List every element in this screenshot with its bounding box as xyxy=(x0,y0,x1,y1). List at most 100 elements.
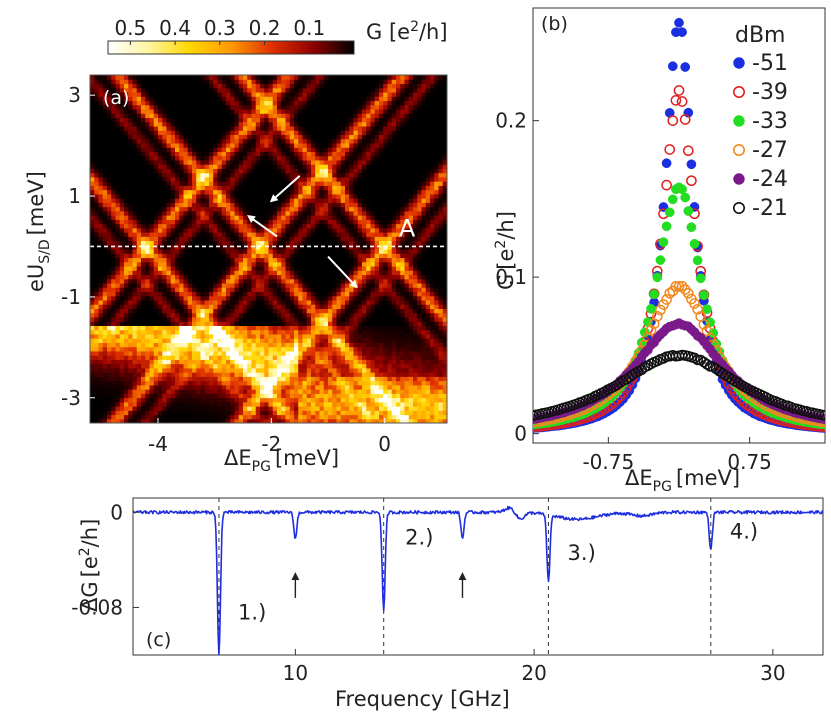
heatmap-cell xyxy=(340,172,346,178)
heatmap-cell xyxy=(294,125,299,131)
heatmap-cell xyxy=(230,299,236,305)
heatmap-cell xyxy=(230,401,236,407)
heatmap-cell xyxy=(302,100,308,106)
heatmap-cell xyxy=(268,287,274,293)
heatmap-cell xyxy=(119,176,125,182)
heatmap-cell xyxy=(302,380,308,386)
heatmap-cell xyxy=(281,147,287,152)
heatmap-cell xyxy=(319,189,325,195)
heatmap-cell xyxy=(311,359,316,365)
heatmap-cell xyxy=(323,321,329,326)
heatmap-cell xyxy=(285,282,291,288)
heatmap-cell xyxy=(311,215,316,220)
heatmap-cell xyxy=(187,206,193,212)
heatmap-cell xyxy=(277,134,282,140)
heatmap-cell xyxy=(289,316,295,322)
heatmap-cell xyxy=(209,257,214,263)
heatmap-cell xyxy=(192,418,197,423)
heatmap-cell xyxy=(196,384,202,390)
heatmap-cell xyxy=(145,206,151,212)
heatmap-cell xyxy=(158,397,163,403)
heatmap-cell xyxy=(302,270,308,276)
heatmap-cell xyxy=(132,108,138,114)
heatmap-cell xyxy=(285,130,291,136)
heatmap-cell xyxy=(306,159,312,165)
heatmap-cell xyxy=(94,164,100,169)
heatmap-cell xyxy=(102,257,108,263)
heatmap-cell xyxy=(332,316,338,322)
heatmap-cell xyxy=(226,104,231,110)
heatmap-cell xyxy=(302,384,308,390)
heatmap-cell xyxy=(192,244,197,250)
heatmap-cell xyxy=(230,202,236,208)
heatmap-cell xyxy=(213,291,219,297)
heatmap-cell xyxy=(90,155,95,161)
heatmap-cell xyxy=(204,83,210,89)
heatmap-cell xyxy=(336,176,342,182)
heatmap-cell xyxy=(149,125,155,131)
heatmap-cell xyxy=(328,291,333,297)
heatmap-cell xyxy=(260,87,265,93)
heatmap-cell xyxy=(251,316,257,322)
heatmap-cell xyxy=(336,380,342,386)
heatmap-cell xyxy=(255,96,261,102)
heatmap-cell xyxy=(204,333,210,339)
heatmap-cell xyxy=(192,338,197,343)
heatmap-cell xyxy=(315,253,321,259)
heatmap-cell xyxy=(94,100,100,106)
heatmap-cell xyxy=(340,325,346,331)
heatmap-cell xyxy=(196,87,202,93)
heatmap-cell xyxy=(200,176,206,182)
heatmap-cell xyxy=(124,87,129,93)
heatmap-cell xyxy=(302,414,308,420)
heatmap-cell xyxy=(209,321,214,326)
heatmap-cell xyxy=(153,75,159,80)
heatmap-cell xyxy=(247,168,253,174)
heatmap-cell xyxy=(243,355,248,360)
heatmap-cell xyxy=(98,113,104,119)
heatmap-cell xyxy=(145,384,151,390)
heatmap-cell xyxy=(115,346,121,352)
heatmap-cell xyxy=(200,406,206,411)
heatmap-cell xyxy=(328,389,333,394)
heatmap-cell xyxy=(319,104,325,110)
heatmap-cell xyxy=(272,265,278,271)
heatmap-cell xyxy=(209,130,214,136)
heatmap-cell xyxy=(187,249,193,254)
heatmap-cell xyxy=(217,168,223,174)
heatmap-cell xyxy=(345,138,350,144)
heatmap-cell xyxy=(243,87,248,93)
heatmap-cell xyxy=(260,372,265,377)
heatmap-cell xyxy=(302,193,308,199)
heatmap-cell xyxy=(336,367,342,373)
heatmap-cell xyxy=(243,401,248,407)
heatmap-cell xyxy=(272,130,278,136)
heatmap-cell xyxy=(98,363,104,369)
heatmap-cell xyxy=(153,223,159,229)
heatmap-cell xyxy=(268,244,274,250)
heatmap-cell xyxy=(187,312,193,318)
heatmap-cell xyxy=(166,202,172,208)
heatmap-cell xyxy=(94,372,100,377)
heatmap-cell xyxy=(345,329,350,335)
heatmap-cell xyxy=(115,125,121,131)
heatmap-cell xyxy=(170,134,176,140)
heatmap-cell xyxy=(170,253,176,259)
heatmap-cell xyxy=(136,206,142,212)
heatmap-cell xyxy=(107,414,112,420)
heatmap-cell xyxy=(234,316,240,322)
heatmap-cell xyxy=(281,198,287,203)
heatmap-cell xyxy=(281,236,287,242)
heatmap-cell xyxy=(323,270,329,276)
heatmap-cell xyxy=(115,291,121,297)
heatmap-cell xyxy=(98,295,104,301)
heatmap-cell xyxy=(319,418,325,423)
heatmap-cell xyxy=(136,282,142,288)
heatmap-cell xyxy=(119,244,125,250)
heatmap-cell xyxy=(217,329,223,335)
heatmap-cell xyxy=(183,249,189,254)
heatmap-cell xyxy=(204,193,210,199)
heatmap-cell xyxy=(209,87,214,93)
heatmap-cell xyxy=(281,75,287,80)
heatmap-cell xyxy=(175,193,180,199)
